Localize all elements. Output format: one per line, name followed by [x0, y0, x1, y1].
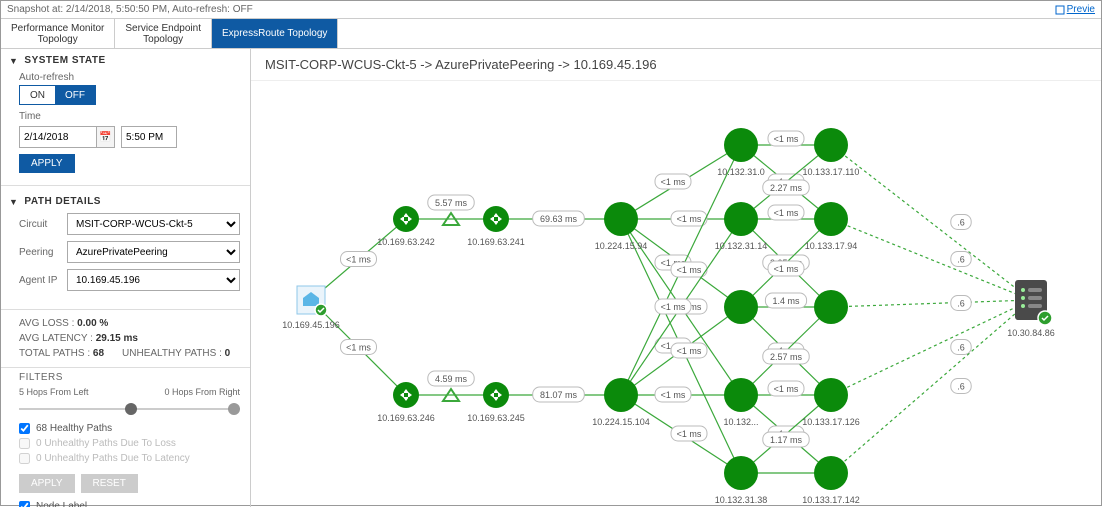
- svg-text:10.133.17.142: 10.133.17.142: [802, 495, 860, 505]
- hops-left-label: 5 Hops From Left: [19, 387, 89, 397]
- preview-link[interactable]: Previe: [1055, 4, 1095, 15]
- svg-text:10.224.15.104: 10.224.15.104: [592, 417, 650, 427]
- system-state-title: SYSTEM STATE: [24, 55, 105, 66]
- svg-text:2.27 ms: 2.27 ms: [770, 183, 803, 193]
- apply-button[interactable]: APPLY: [19, 154, 75, 173]
- content: MSIT-CORP-WCUS-Ckt-5 -> AzurePrivatePeer…: [251, 49, 1101, 507]
- hops-right-label: 0 Hops From Right: [164, 387, 240, 397]
- circuit-select[interactable]: MSIT-CORP-WCUS-Ckt-5: [67, 213, 240, 235]
- preview-icon: [1055, 5, 1065, 15]
- svg-text:10.132.31.14: 10.132.31.14: [715, 241, 768, 251]
- svg-text:81.07 ms: 81.07 ms: [540, 390, 578, 400]
- svg-text:10.169.63.242: 10.169.63.242: [377, 237, 435, 247]
- time-label: Time: [19, 111, 240, 122]
- svg-text:<1 ms: <1 ms: [677, 429, 702, 439]
- topbar: Snapshot at: 2/14/2018, 5:50:50 PM, Auto…: [1, 1, 1101, 19]
- svg-text:10.133.17.94: 10.133.17.94: [805, 241, 858, 251]
- chk-node-label[interactable]: Node Label: [19, 501, 240, 507]
- agentip-label: Agent IP: [19, 275, 67, 286]
- svg-text:10.30.84.86: 10.30.84.86: [1007, 328, 1055, 338]
- peering-select[interactable]: AzurePrivatePeering: [67, 241, 240, 263]
- svg-text:<1 ms: <1 ms: [346, 343, 371, 353]
- date-input[interactable]: [19, 126, 97, 148]
- svg-text:10.132.31.38: 10.132.31.38: [715, 495, 768, 505]
- svg-text:10.169.63.246: 10.169.63.246: [377, 413, 435, 423]
- hops-slider[interactable]: [19, 401, 240, 417]
- svg-text:.6: .6: [957, 255, 965, 265]
- autorefresh-label: Auto-refresh: [19, 72, 240, 83]
- tabs: Performance Monitor Topology Service End…: [1, 19, 1101, 49]
- svg-text:<1 ms: <1 ms: [774, 134, 799, 144]
- svg-text:.6: .6: [957, 218, 965, 228]
- section-system-state[interactable]: ▼ SYSTEM STATE: [1, 49, 250, 72]
- tab-service-endpoint[interactable]: Service Endpoint Topology: [115, 19, 212, 48]
- chk-unhealthy-loss: 0 Unhealthy Paths Due To Loss: [19, 438, 240, 449]
- filters-reset-button: RESET: [81, 474, 138, 493]
- svg-text:1.4 ms: 1.4 ms: [772, 296, 800, 306]
- peering-label: Peering: [19, 247, 67, 258]
- svg-text:10.169.63.241: 10.169.63.241: [467, 237, 525, 247]
- svg-text:<1 ms: <1 ms: [346, 255, 371, 265]
- svg-text:10.132.31.0: 10.132.31.0: [717, 167, 765, 177]
- calendar-icon[interactable]: 📅: [97, 126, 115, 148]
- snapshot-text: Snapshot at: 2/14/2018, 5:50:50 PM, Auto…: [7, 4, 253, 15]
- tab-expressroute[interactable]: ExpressRoute Topology: [212, 19, 338, 48]
- svg-text:4.59 ms: 4.59 ms: [435, 374, 468, 384]
- caret-down-icon: ▼: [9, 56, 18, 66]
- svg-text:<1 ms: <1 ms: [677, 346, 702, 356]
- svg-text:2.57 ms: 2.57 ms: [770, 352, 803, 362]
- agentip-select[interactable]: 10.169.45.196: [67, 269, 240, 291]
- svg-text:<1 ms: <1 ms: [774, 384, 799, 394]
- autorefresh-toggle[interactable]: ON OFF: [19, 85, 96, 105]
- toggle-on[interactable]: ON: [20, 86, 55, 104]
- section-path-details[interactable]: ▼ PATH DETAILS: [1, 190, 250, 213]
- path-details-title: PATH DETAILS: [24, 196, 101, 207]
- time-input[interactable]: [121, 126, 177, 148]
- svg-text:<1 ms: <1 ms: [661, 177, 686, 187]
- content-title: MSIT-CORP-WCUS-Ckt-5 -> AzurePrivatePeer…: [251, 49, 1101, 81]
- chk-healthy[interactable]: 68 Healthy Paths: [19, 423, 240, 434]
- svg-text:<1 ms: <1 ms: [677, 265, 702, 275]
- svg-text:1.17 ms: 1.17 ms: [770, 435, 803, 445]
- svg-text:10.169.45.196: 10.169.45.196: [282, 320, 340, 330]
- svg-text:10.133.17.126: 10.133.17.126: [802, 417, 860, 427]
- filters-apply-button: APPLY: [19, 474, 75, 493]
- svg-text:<1 ms: <1 ms: [677, 214, 702, 224]
- sidebar: ▼ SYSTEM STATE Auto-refresh ON OFF Time …: [1, 49, 251, 507]
- svg-text:10.224.15.94: 10.224.15.94: [595, 241, 648, 251]
- filters-header: FILTERS: [19, 372, 240, 383]
- svg-text:<1 ms: <1 ms: [774, 264, 799, 274]
- svg-text:5.57 ms: 5.57 ms: [435, 198, 468, 208]
- svg-text:69.63 ms: 69.63 ms: [540, 214, 578, 224]
- toggle-off[interactable]: OFF: [55, 86, 95, 104]
- svg-text:<1 ms: <1 ms: [661, 302, 686, 312]
- circuit-label: Circuit: [19, 219, 67, 230]
- topology-graph: <1 ms <1 ms 5.57 ms 4.59 ms 69.63 ms 81.07 ms…: [251, 85, 1101, 505]
- svg-text:10.132...: 10.132...: [723, 417, 758, 427]
- svg-text:10.133.17.110: 10.133.17.110: [803, 167, 860, 177]
- svg-text:10.169.63.245: 10.169.63.245: [467, 413, 525, 423]
- svg-text:.6: .6: [957, 343, 965, 353]
- svg-text:<1 ms: <1 ms: [661, 390, 686, 400]
- svg-text:.6: .6: [957, 382, 965, 392]
- svg-text:.6: .6: [957, 299, 965, 309]
- chk-unhealthy-lat: 0 Unhealthy Paths Due To Latency: [19, 453, 240, 464]
- tab-perf-monitor[interactable]: Performance Monitor Topology: [1, 19, 115, 48]
- stats-block: AVG LOSS : 0.00 % AVG LATENCY : 29.15 ms…: [1, 314, 250, 363]
- caret-down-icon: ▼: [9, 197, 18, 207]
- svg-text:<1 ms: <1 ms: [774, 208, 799, 218]
